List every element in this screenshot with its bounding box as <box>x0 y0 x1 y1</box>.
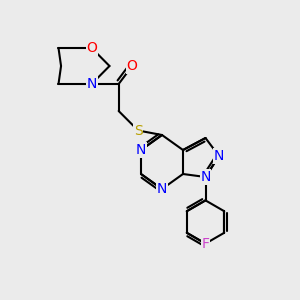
Text: N: N <box>157 182 167 196</box>
Text: S: S <box>134 124 142 137</box>
Text: N: N <box>214 149 224 163</box>
Text: O: O <box>86 41 97 55</box>
Text: N: N <box>136 143 146 157</box>
Text: F: F <box>202 237 209 250</box>
Text: N: N <box>86 77 97 91</box>
Text: N: N <box>200 170 211 184</box>
Text: O: O <box>127 59 138 73</box>
